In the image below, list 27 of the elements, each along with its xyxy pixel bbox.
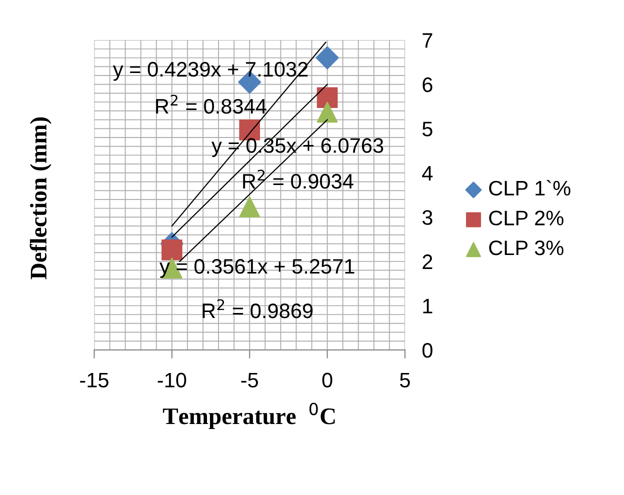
y-tick-label: 2: [422, 254, 432, 269]
y-tick-label: 3: [422, 210, 432, 225]
x-tick-label: -5: [241, 372, 258, 388]
point: [316, 102, 338, 123]
point: [161, 240, 182, 260]
point: [316, 46, 339, 70]
x-tick-label: -10: [158, 372, 186, 388]
y-axis-title: Deflection (mm): [30, 117, 52, 280]
x-tick-label: 5: [400, 372, 410, 388]
x-tick-label: -15: [80, 372, 108, 388]
legend-label: CLP 3%: [489, 240, 564, 256]
y-tick-label: 7: [422, 33, 432, 48]
x-tick-label: 0: [322, 372, 332, 388]
annotation: y = 0.3561x + 5.2571: [160, 259, 354, 278]
annotation: R$^{2}$ = 0.9034: [243, 170, 354, 189]
legend-label: CLP 1`%: [489, 180, 570, 196]
y-tick-label: 6: [422, 77, 432, 92]
y-tick-label: 1: [423, 298, 432, 314]
point: [239, 196, 260, 218]
y-tick-label: 0: [422, 342, 432, 358]
y-tick-label: 4: [422, 166, 433, 180]
x-axis-title: Temperature $^{0}$C: [162, 402, 335, 430]
annotation: R$^{2}$ = 0.9869: [202, 299, 313, 318]
y-tick-label: 5: [422, 122, 432, 136]
legend-label: CLP 2%: [489, 210, 564, 226]
annotation: R$^{2}$ = 0.8344: [156, 94, 266, 114]
point: [316, 87, 338, 108]
